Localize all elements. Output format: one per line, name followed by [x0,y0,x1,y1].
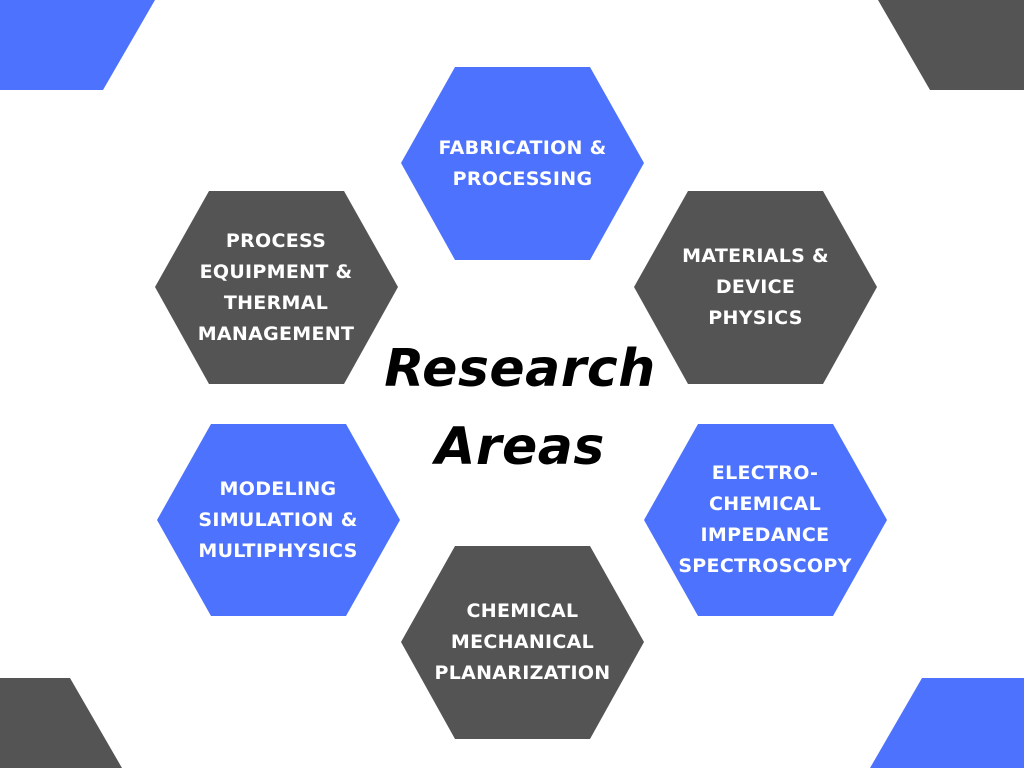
hexagon-label-electrochemical: ELECTRO- CHEMICAL IMPEDANCE SPECTROSCOPY [678,462,852,577]
hexagon-fabrication [401,67,644,260]
corner-shape-bottom-right [870,678,1024,768]
diagram-title: Research Areas [384,339,656,477]
hexagon-cmp [401,546,644,739]
hexagon-materials [634,191,877,384]
hexagon-label-cmp: CHEMICAL MECHANICAL PLANARIZATION [434,600,611,684]
hexagon-modeling [157,424,400,616]
corner-shape-top-left [0,0,155,90]
hexagon-electrochemical [644,424,887,616]
hexagon-label-process-equipment: PROCESS EQUIPMENT & THERMAL MANAGEMENT [197,229,355,345]
corner-shape-top-right [878,0,1024,90]
corner-shape-bottom-left [0,678,122,768]
hexagon-process-equipment [155,191,398,384]
hexagon-label-fabrication: FABRICATION & PROCESSING [438,136,607,190]
hexagon-label-modeling: MODELING SIMULATION & MULTIPHYSICS [198,477,358,562]
hexagon-label-materials: MATERIALS & DEVICE PHYSICS [682,245,829,329]
